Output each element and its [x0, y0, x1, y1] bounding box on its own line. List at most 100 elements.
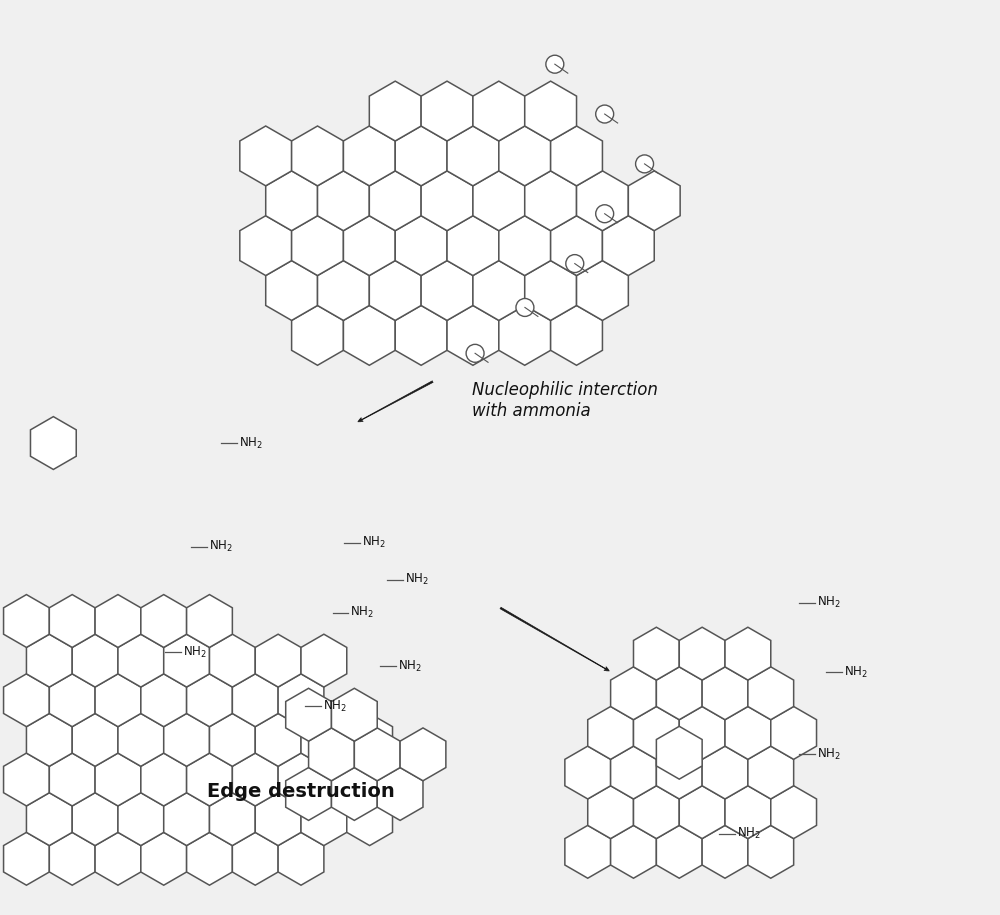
Polygon shape: [347, 714, 393, 766]
Text: Edge destruction: Edge destruction: [207, 782, 394, 801]
Polygon shape: [748, 825, 794, 878]
Polygon shape: [187, 673, 232, 727]
Polygon shape: [400, 728, 446, 780]
Polygon shape: [95, 833, 141, 885]
Polygon shape: [725, 706, 771, 759]
Polygon shape: [26, 634, 72, 687]
Polygon shape: [187, 753, 232, 806]
Polygon shape: [95, 673, 141, 727]
Polygon shape: [26, 792, 72, 845]
Polygon shape: [395, 216, 447, 275]
Polygon shape: [525, 81, 577, 141]
Polygon shape: [551, 216, 602, 275]
Text: NH$_2$: NH$_2$: [183, 645, 207, 660]
Polygon shape: [255, 634, 301, 687]
Circle shape: [596, 205, 614, 222]
Circle shape: [516, 298, 534, 317]
Polygon shape: [628, 171, 680, 231]
Polygon shape: [656, 727, 702, 780]
Polygon shape: [473, 81, 525, 141]
Polygon shape: [187, 595, 232, 648]
Polygon shape: [301, 634, 347, 687]
Polygon shape: [164, 634, 209, 687]
Polygon shape: [255, 714, 301, 766]
Polygon shape: [473, 261, 525, 320]
Text: NH$_2$: NH$_2$: [405, 572, 429, 587]
Polygon shape: [565, 825, 611, 878]
Polygon shape: [164, 714, 209, 766]
Polygon shape: [266, 171, 318, 231]
Polygon shape: [255, 792, 301, 845]
Polygon shape: [232, 753, 278, 806]
Polygon shape: [286, 688, 331, 741]
Polygon shape: [395, 126, 447, 186]
Polygon shape: [141, 595, 187, 648]
Text: NH$_2$: NH$_2$: [209, 539, 233, 554]
Polygon shape: [240, 216, 292, 275]
Polygon shape: [72, 714, 118, 766]
Polygon shape: [141, 753, 187, 806]
Polygon shape: [209, 714, 255, 766]
Polygon shape: [611, 746, 656, 799]
Polygon shape: [4, 595, 49, 648]
Polygon shape: [49, 673, 95, 727]
Polygon shape: [232, 673, 278, 727]
Polygon shape: [633, 706, 679, 759]
Polygon shape: [141, 833, 187, 885]
Polygon shape: [421, 261, 473, 320]
Polygon shape: [656, 667, 702, 720]
Text: NH$_2$: NH$_2$: [737, 826, 761, 842]
Polygon shape: [679, 628, 725, 680]
Polygon shape: [118, 714, 164, 766]
Polygon shape: [499, 306, 551, 365]
Text: NH$_2$: NH$_2$: [362, 535, 386, 550]
Polygon shape: [4, 833, 49, 885]
Polygon shape: [72, 792, 118, 845]
Polygon shape: [577, 261, 628, 320]
Polygon shape: [702, 825, 748, 878]
Polygon shape: [292, 126, 343, 186]
Polygon shape: [551, 126, 602, 186]
Polygon shape: [499, 126, 551, 186]
Polygon shape: [525, 261, 577, 320]
Polygon shape: [318, 171, 369, 231]
Polygon shape: [141, 673, 187, 727]
Polygon shape: [301, 714, 347, 766]
Polygon shape: [232, 833, 278, 885]
Polygon shape: [30, 416, 76, 469]
Polygon shape: [343, 306, 395, 365]
Polygon shape: [499, 216, 551, 275]
Polygon shape: [748, 746, 794, 799]
Text: NH$_2$: NH$_2$: [323, 699, 346, 714]
Circle shape: [466, 344, 484, 362]
Text: NH$_2$: NH$_2$: [844, 665, 868, 680]
Circle shape: [596, 105, 614, 123]
Polygon shape: [324, 753, 370, 806]
Polygon shape: [725, 786, 771, 838]
Polygon shape: [421, 81, 473, 141]
Polygon shape: [369, 261, 421, 320]
Polygon shape: [395, 306, 447, 365]
Polygon shape: [4, 673, 49, 727]
Polygon shape: [118, 792, 164, 845]
Circle shape: [566, 254, 584, 273]
Polygon shape: [331, 768, 377, 821]
Polygon shape: [301, 792, 347, 845]
Circle shape: [636, 155, 654, 173]
Polygon shape: [240, 126, 292, 186]
Polygon shape: [4, 753, 49, 806]
Polygon shape: [702, 746, 748, 799]
Polygon shape: [725, 628, 771, 680]
Polygon shape: [118, 634, 164, 687]
Polygon shape: [278, 673, 324, 727]
Text: NH$_2$: NH$_2$: [398, 659, 422, 674]
Polygon shape: [473, 171, 525, 231]
Polygon shape: [447, 306, 499, 365]
Polygon shape: [278, 753, 324, 806]
Polygon shape: [49, 595, 95, 648]
Polygon shape: [551, 306, 602, 365]
Text: Nucleophilic interction
with ammonia: Nucleophilic interction with ammonia: [472, 381, 658, 420]
Polygon shape: [343, 126, 395, 186]
Polygon shape: [95, 595, 141, 648]
Polygon shape: [26, 714, 72, 766]
